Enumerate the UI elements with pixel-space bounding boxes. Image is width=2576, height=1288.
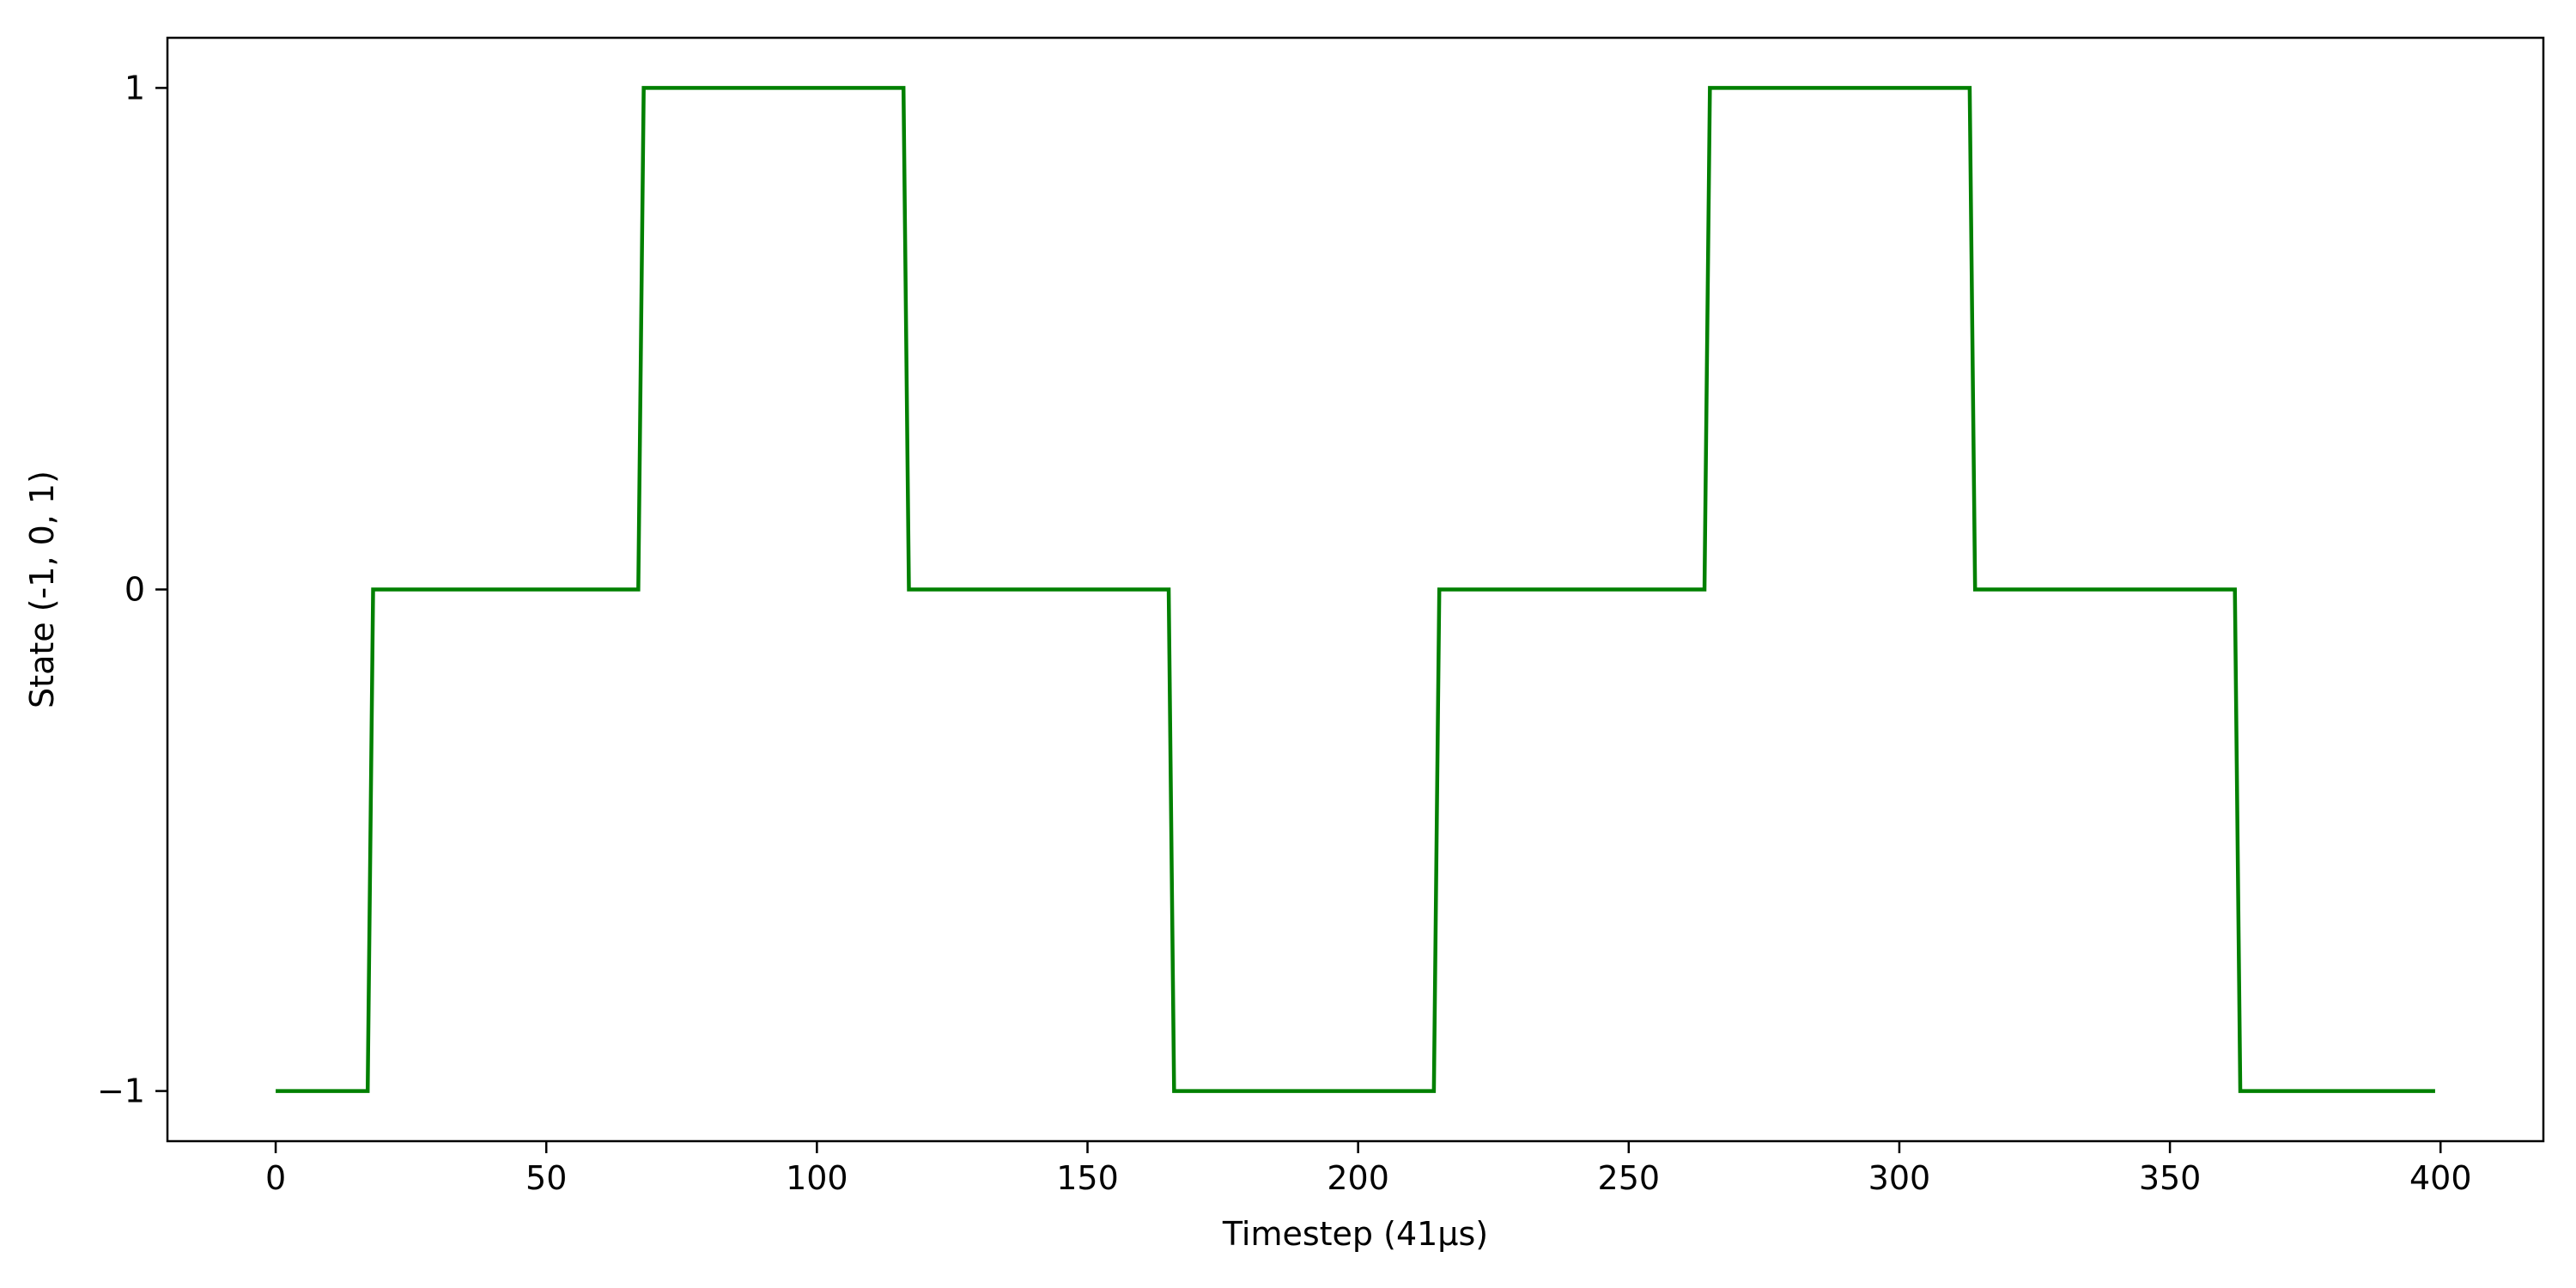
plot-frame — [166, 36, 2545, 1143]
x-axis: 0 50 100 150 200 250 300 350 400 — [265, 1141, 2472, 1197]
x-tick-label: 350 — [2139, 1159, 2202, 1197]
series-line-0 — [276, 86, 2435, 1093]
x-tick-label: 100 — [786, 1159, 848, 1197]
x-tick-label: 200 — [1327, 1159, 1389, 1197]
plot-area — [276, 86, 2435, 1093]
x-axis-label: Timestep (41µs) — [1222, 1215, 1488, 1253]
y-tick-label: 1 — [125, 69, 145, 106]
y-axis-label: State (-1, 0, 1) — [23, 471, 61, 708]
x-tick-label: 0 — [265, 1159, 286, 1197]
y-tick-label: −1 — [97, 1072, 145, 1110]
y-tick-label: 0 — [125, 571, 145, 609]
x-tick-label: 50 — [526, 1159, 567, 1197]
x-tick-label: 250 — [1598, 1159, 1661, 1197]
x-tick-label: 300 — [1868, 1159, 1931, 1197]
y-axis: −1 0 1 — [97, 69, 167, 1110]
x-tick-label: 150 — [1056, 1159, 1119, 1197]
x-tick-label: 400 — [2409, 1159, 2472, 1197]
